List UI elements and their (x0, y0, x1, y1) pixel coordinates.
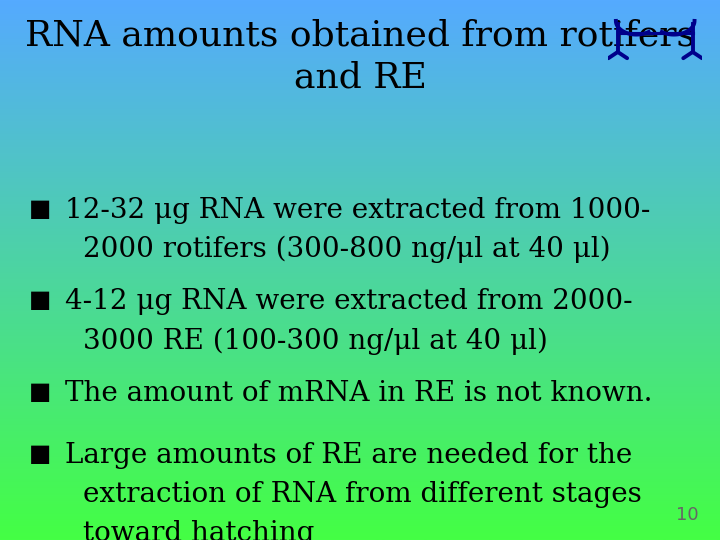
Text: 4-12 μg RNA were extracted from 2000-: 4-12 μg RNA were extracted from 2000- (65, 288, 632, 315)
Text: toward hatching: toward hatching (83, 520, 314, 540)
Text: ■: ■ (29, 288, 51, 313)
Text: extraction of RNA from different stages: extraction of RNA from different stages (83, 481, 642, 508)
Text: ■: ■ (29, 380, 51, 404)
Text: 2000 rotifers (300-800 ng/μl at 40 μl): 2000 rotifers (300-800 ng/μl at 40 μl) (83, 236, 611, 264)
Text: Large amounts of RE are needed for the: Large amounts of RE are needed for the (65, 442, 632, 469)
Text: 3000 RE (100-300 ng/μl at 40 μl): 3000 RE (100-300 ng/μl at 40 μl) (83, 327, 548, 355)
Text: ■: ■ (29, 442, 51, 466)
Text: 12-32 μg RNA were extracted from 1000-: 12-32 μg RNA were extracted from 1000- (65, 197, 650, 224)
Text: 10: 10 (676, 506, 698, 524)
Text: The amount of mRNA in RE is not known.: The amount of mRNA in RE is not known. (65, 380, 652, 407)
Text: ■: ■ (29, 197, 51, 221)
Text: RNA amounts obtained from rotifers
and RE: RNA amounts obtained from rotifers and R… (25, 19, 695, 95)
